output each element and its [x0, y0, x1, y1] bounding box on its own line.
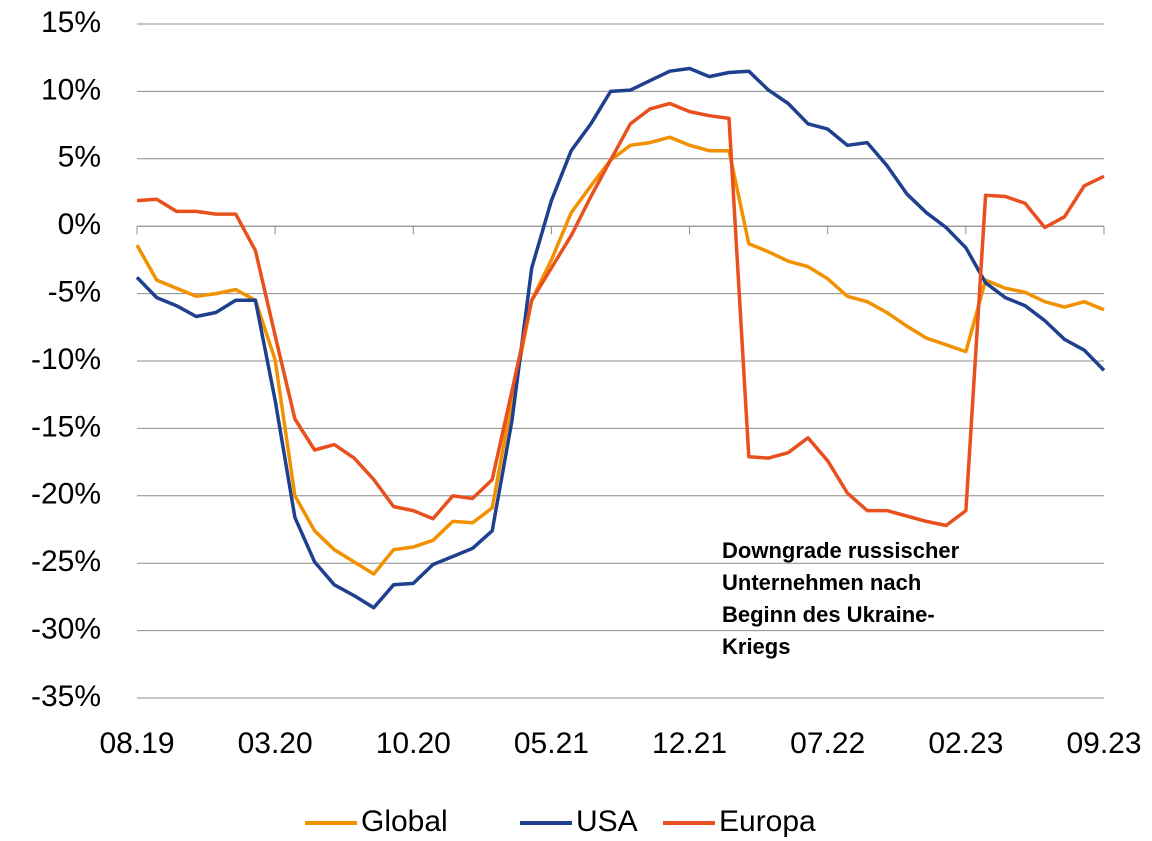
x-tick-label: 05.21 [514, 727, 589, 760]
y-tick-label: -5% [48, 276, 101, 309]
series-line [136, 101, 1105, 528]
x-tick-label: 03.20 [238, 727, 313, 760]
y-tick-label: 0% [58, 208, 101, 241]
x-tick-label: 10.20 [376, 727, 451, 760]
y-tick-label: -20% [31, 478, 101, 511]
legend-label: USA [576, 805, 638, 838]
x-tick-label: 08.19 [99, 727, 174, 760]
legend-label: Europa [719, 805, 816, 838]
series-line [135, 66, 1106, 610]
y-tick-label: -15% [31, 410, 101, 443]
annotation: Beginn des Ukraine- [722, 602, 935, 627]
x-tick-label: 02.23 [928, 727, 1003, 760]
annotation: Kriegs [722, 634, 790, 659]
y-tick-label: -30% [31, 613, 101, 646]
y-tick-label: 10% [41, 73, 101, 106]
y-tick-label: -35% [31, 680, 101, 713]
annotation: Downgrade russischer [722, 538, 960, 563]
y-tick-label: -10% [31, 343, 101, 376]
series-line [135, 135, 1105, 576]
x-tick-label: 09.23 [1066, 727, 1141, 760]
legend-label: Global [361, 805, 448, 838]
x-tick-label: 12.21 [652, 727, 727, 760]
y-tick-label: 5% [58, 141, 101, 174]
y-tick-label: 15% [41, 6, 101, 39]
y-tick-label: -25% [31, 545, 101, 578]
x-tick-label: 07.22 [790, 727, 865, 760]
annotation: Unternehmen nach [722, 570, 921, 595]
